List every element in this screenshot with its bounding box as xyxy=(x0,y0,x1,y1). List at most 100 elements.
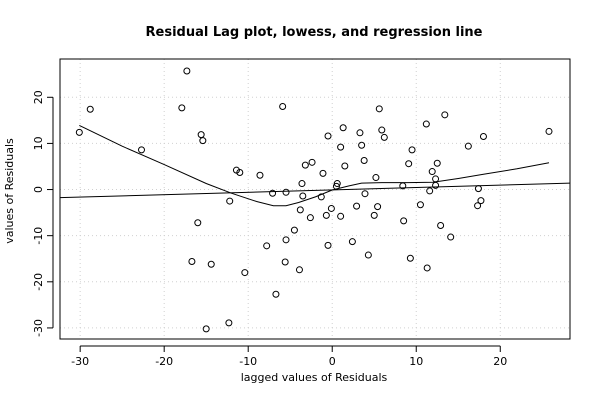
data-point xyxy=(437,222,445,230)
data-point xyxy=(194,219,202,227)
y-axis-label: values of Residuals xyxy=(3,138,16,244)
plot-frame xyxy=(59,58,571,340)
data-point xyxy=(236,168,244,176)
data-point xyxy=(281,258,289,266)
data-point xyxy=(272,290,280,298)
regression-line xyxy=(59,182,571,199)
data-point xyxy=(282,188,290,196)
x-tick-label: -10 xyxy=(239,355,257,368)
data-point xyxy=(301,161,309,169)
y-tick-label: -20 xyxy=(32,273,45,291)
data-point xyxy=(290,226,298,234)
x-axis-label: lagged values of Residuals xyxy=(241,371,388,384)
data-point xyxy=(433,159,441,167)
y-tick-label: 10 xyxy=(32,136,45,150)
lowess-curve-group xyxy=(79,124,550,207)
scatter-points xyxy=(75,67,553,333)
data-point xyxy=(324,241,332,249)
data-point xyxy=(327,204,335,212)
data-point xyxy=(324,132,332,140)
data-point xyxy=(319,169,327,177)
data-point xyxy=(199,137,207,145)
data-point xyxy=(263,242,271,250)
data-point xyxy=(441,111,449,119)
data-point xyxy=(333,180,341,188)
data-point xyxy=(477,197,485,205)
data-point xyxy=(416,201,424,209)
data-point xyxy=(322,211,330,219)
data-point xyxy=(474,185,482,193)
data-point xyxy=(474,202,482,210)
data-point xyxy=(226,197,234,205)
data-point xyxy=(360,156,368,164)
x-tick-label: 20 xyxy=(493,355,507,368)
data-point xyxy=(279,103,287,111)
data-point xyxy=(378,126,386,134)
data-point xyxy=(337,143,345,151)
data-point xyxy=(282,236,290,244)
data-point xyxy=(308,158,316,166)
x-tick-label: 0 xyxy=(329,355,336,368)
data-point xyxy=(341,162,349,170)
x-tick-label: 10 xyxy=(409,355,423,368)
lowess-curve xyxy=(79,124,550,207)
data-point xyxy=(356,129,364,137)
chart-title: Residual Lag plot, lowess, and regressio… xyxy=(146,25,483,40)
data-point xyxy=(295,266,303,274)
y-tick-label: -10 xyxy=(32,227,45,245)
data-point xyxy=(364,251,372,259)
data-point xyxy=(426,187,434,195)
data-point xyxy=(296,206,304,214)
data-point xyxy=(545,127,553,135)
data-point xyxy=(447,233,455,241)
data-point xyxy=(374,203,382,211)
x-tick-label: -20 xyxy=(155,355,173,368)
axes: -30 -20 -10 0 10 20 -30 -20 -10 0 10 20 xyxy=(32,90,507,368)
data-point xyxy=(375,105,383,113)
data-point xyxy=(399,182,407,190)
regression-line-group xyxy=(59,182,571,199)
data-point xyxy=(183,67,191,75)
data-point xyxy=(256,171,264,179)
data-point xyxy=(75,128,83,136)
data-point xyxy=(306,214,314,222)
data-point xyxy=(269,189,277,197)
data-point xyxy=(332,182,340,190)
data-point xyxy=(422,120,430,128)
data-point xyxy=(464,142,472,150)
data-point xyxy=(372,174,380,182)
y-tick-label: 0 xyxy=(32,186,45,193)
data-point xyxy=(298,180,306,188)
data-point xyxy=(405,160,413,168)
data-point xyxy=(408,146,416,154)
data-point xyxy=(337,212,345,220)
data-point xyxy=(299,192,307,200)
data-point xyxy=(361,190,369,198)
data-point xyxy=(317,193,325,201)
data-point xyxy=(400,217,408,225)
data-point xyxy=(348,238,356,246)
data-point xyxy=(423,264,431,272)
y-tick-label: 20 xyxy=(32,90,45,104)
data-point xyxy=(370,211,378,219)
data-point xyxy=(479,132,487,140)
data-point xyxy=(202,325,210,333)
data-point xyxy=(358,141,366,149)
data-point xyxy=(137,146,145,154)
y-tick-label: -30 xyxy=(32,319,45,337)
data-point xyxy=(339,124,347,132)
data-point xyxy=(188,258,196,266)
data-point xyxy=(241,269,249,277)
data-point xyxy=(178,104,186,112)
data-point xyxy=(225,319,233,327)
data-point xyxy=(86,105,94,113)
data-point xyxy=(207,260,215,268)
data-point xyxy=(380,133,388,141)
data-point xyxy=(353,202,361,210)
data-point xyxy=(432,181,440,189)
x-tick-label: -30 xyxy=(71,355,89,368)
data-point xyxy=(428,168,436,176)
data-point xyxy=(406,254,414,262)
